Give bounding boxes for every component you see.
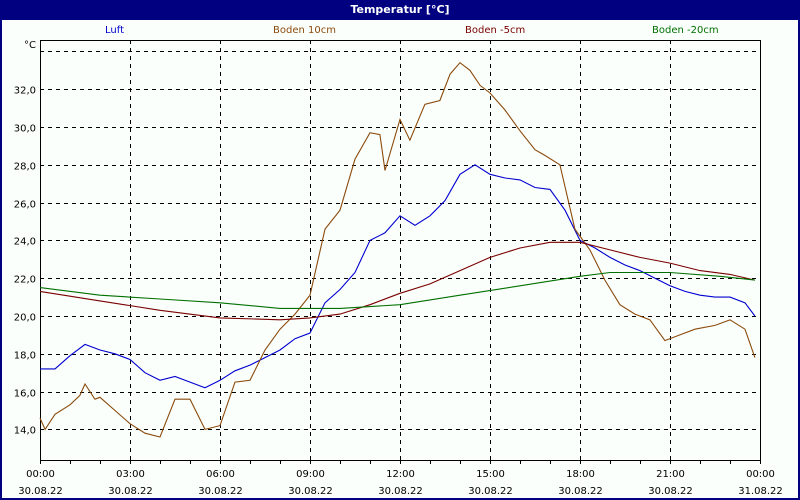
x-tick-time: 18:00 [566,469,595,480]
x-tick-time: 21:00 [656,469,685,480]
x-tick-time: 00:00 [746,469,775,480]
series-boden-5cm [39,241,756,321]
x-tick-date: 30.08.22 [18,486,63,497]
y-tick-label: 22,0 [14,275,36,286]
chart-title: Temperatur [°C] [0,0,800,20]
y-tick-label: 16,0 [14,389,36,400]
y-tick-label: 24,0 [14,237,36,248]
x-tick-date: 31.08.22 [738,486,783,497]
y-tick-label: 18,0 [14,351,36,362]
data-series [39,61,756,438]
x-tick-time: 03:00 [116,469,145,480]
y-tick-label: 14,0 [14,426,36,437]
grid-lines [40,40,760,460]
y-tick-label: 20,0 [14,313,36,324]
series-boden-10cm [39,61,756,438]
y-unit-label: °C [24,40,36,51]
x-tick-date: 30.08.22 [468,486,513,497]
series-boden-20cm [39,271,755,309]
legend-luft: Luft [105,25,124,36]
y-tick-label: 26,0 [14,200,36,211]
x-tick-time: 12:00 [386,469,415,480]
y-tick-label: 30,0 [14,124,36,135]
x-tick-time: 06:00 [206,469,235,480]
y-tick-label: 32,0 [14,86,36,97]
x-tick-time: 15:00 [476,469,505,480]
x-tick-date: 30.08.22 [198,486,243,497]
x-tick-time: 00:00 [26,469,55,480]
x-tick-date: 30.08.22 [288,486,333,497]
x-tick-date: 30.08.22 [648,486,693,497]
y-tick-label: 28,0 [14,162,36,173]
x-tick-date: 30.08.22 [558,486,603,497]
legend-boden-minus-5cm: Boden -5cm [465,25,526,36]
x-tick-time: 09:00 [296,469,325,480]
plot-area [40,40,761,461]
x-tick-date: 30.08.22 [378,486,423,497]
legend-boden-minus-20cm: Boden -20cm [652,25,719,36]
axes: 14,0 16,0 18,0 20,0 22,0 24,0 26,0 28,0 30,0 32,0… [14,40,783,497]
legend-boden-10cm: Boden 10cm [273,25,336,36]
x-tick-date: 30.08.22 [108,486,153,497]
series-luft [40,164,756,389]
